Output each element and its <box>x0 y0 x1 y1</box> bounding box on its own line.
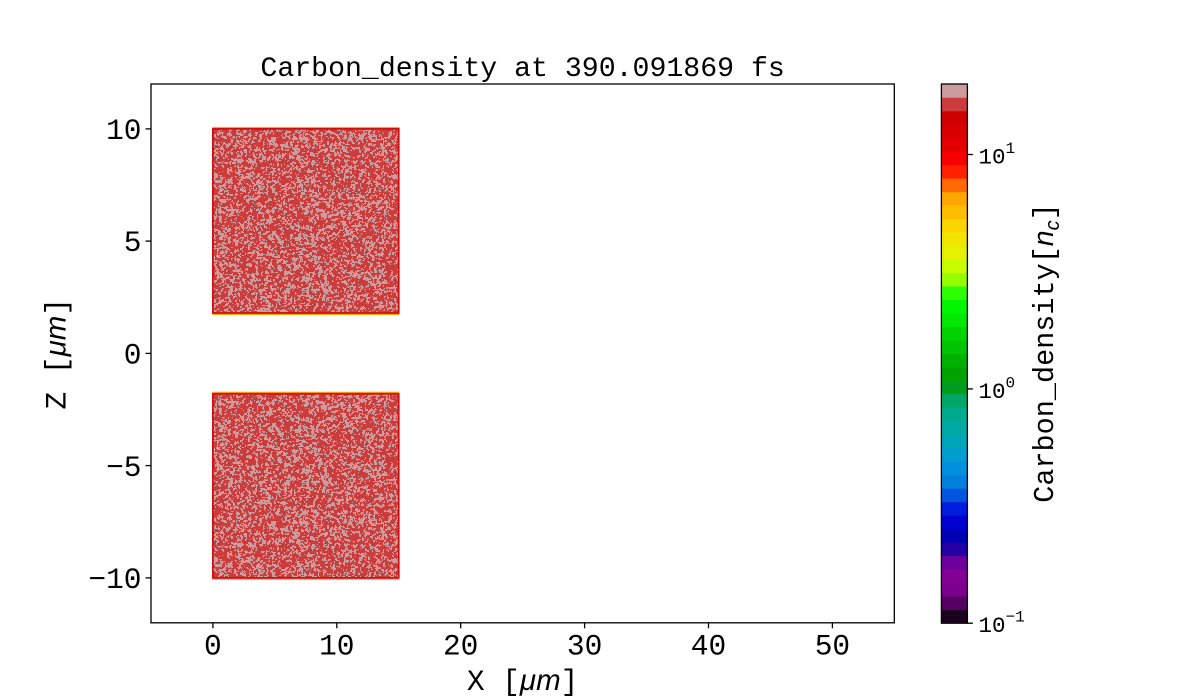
svg-text:100: 100 <box>979 374 1016 405</box>
svg-text:0: 0 <box>124 339 142 373</box>
svg-text:10: 10 <box>319 630 354 664</box>
svg-text:X [μm]: X [μm] <box>467 664 579 699</box>
svg-text:Carbon_density at 390.091869 f: Carbon_density at 390.091869 fs <box>260 54 784 85</box>
svg-text:Carbon_density[nc]: Carbon_density[nc] <box>1028 203 1064 503</box>
svg-text:0: 0 <box>204 630 222 664</box>
svg-text:Z [μm]: Z [μm] <box>40 298 75 410</box>
svg-text:−5: −5 <box>106 451 141 485</box>
svg-text:40: 40 <box>691 630 726 664</box>
svg-text:30: 30 <box>567 630 602 664</box>
svg-text:5: 5 <box>124 226 142 260</box>
svg-text:10: 10 <box>106 114 141 148</box>
svg-text:20: 20 <box>443 630 478 664</box>
svg-text:50: 50 <box>815 630 850 664</box>
svg-text:−10: −10 <box>88 563 141 597</box>
